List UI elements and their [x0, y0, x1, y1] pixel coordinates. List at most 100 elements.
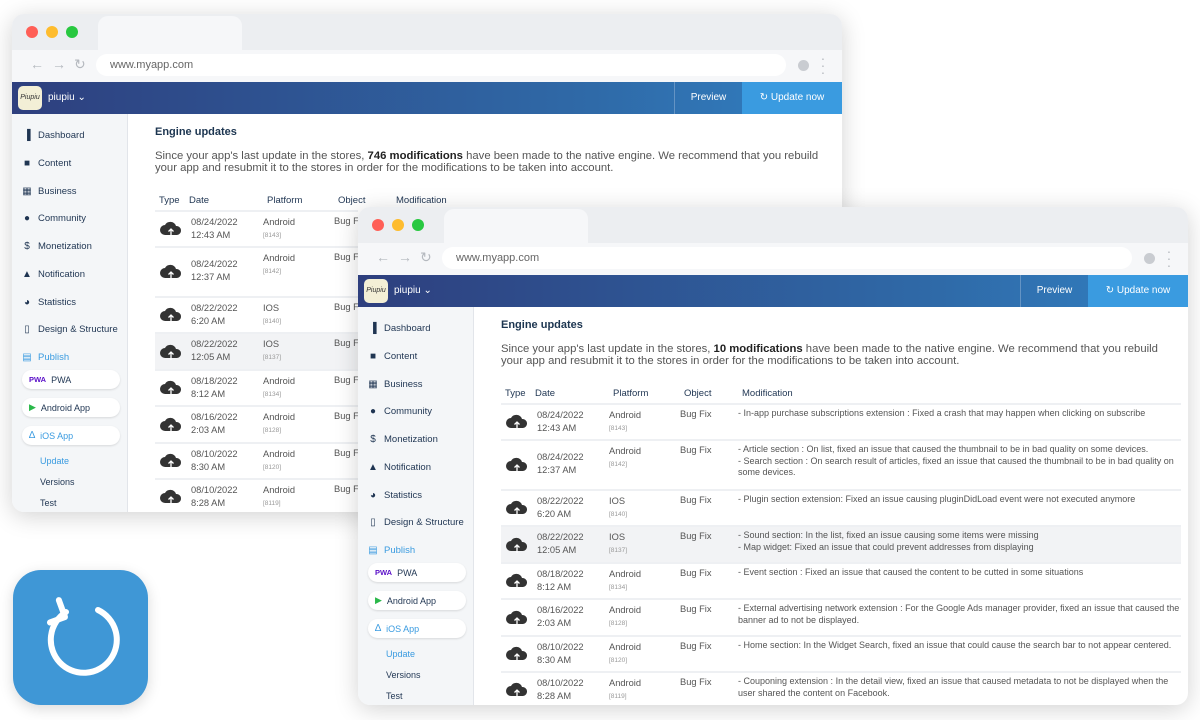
time: 12:05 AM	[537, 545, 577, 555]
update-now-button[interactable]: ↻ Update now	[742, 82, 842, 114]
date: 08/10/2022	[537, 678, 584, 688]
sidebar-item-design-structure[interactable]: ▯ Design & Structure	[368, 517, 464, 528]
close-window-button[interactable]	[372, 219, 384, 231]
time: 12:43 AM	[191, 230, 231, 240]
row-platform: Android [8120]	[609, 641, 641, 667]
url-field[interactable]: www.myapp.com	[442, 247, 1132, 269]
date: 08/10/2022	[537, 642, 584, 652]
document-icon: ■	[369, 351, 377, 362]
sidebar-item-statistics[interactable]: ◕ Statistics	[368, 490, 422, 501]
row-date: 08/10/2022 8:30 AM	[537, 641, 584, 667]
column-header-platform: Platform	[613, 388, 649, 399]
row-date: 08/10/2022 8:28 AM	[537, 677, 584, 703]
app-name: piupiu	[48, 92, 75, 103]
sidebar-item-content[interactable]: ■ Content	[368, 351, 417, 362]
preview-button[interactable]: Preview	[1020, 275, 1088, 307]
profile-icon[interactable]	[798, 60, 809, 71]
row-modification: - Couponing extension : In the detail vi…	[738, 673, 1184, 702]
row-date: 08/18/2022 8:12 AM	[537, 568, 584, 594]
build-number: [8137]	[263, 354, 282, 361]
app-switcher[interactable]: piupiu ⌄	[394, 285, 432, 296]
back-button[interactable]: ←	[30, 56, 44, 72]
sidebar-item-monetization[interactable]: $ Monetization	[368, 434, 438, 445]
publish-ios-app[interactable]: ∆ iOS App	[368, 619, 466, 638]
phone-icon: ▯	[370, 517, 376, 528]
sidebar-item-monetization[interactable]: $ Monetization	[22, 241, 92, 252]
sidebar-item-content[interactable]: ■ Content	[22, 158, 71, 169]
publish-android-app[interactable]: ▶ Android App	[368, 591, 466, 610]
forward-button[interactable]: →	[52, 56, 66, 72]
sidebar-item-publish[interactable]: ▤ Publish	[368, 545, 415, 556]
reload-button[interactable]: ↻	[420, 249, 432, 265]
publish-pwa[interactable]: PWA PWA	[22, 370, 120, 389]
cloud-upload-icon	[159, 306, 183, 323]
reload-button[interactable]: ↻	[74, 56, 86, 72]
sidebar-item-business[interactable]: ▦ Business	[22, 186, 76, 197]
sidebar-sub-test[interactable]: Test	[40, 498, 57, 508]
sidebar-item-dashboard[interactable]: ▐ Dashboard	[368, 323, 430, 334]
profile-icon[interactable]	[1144, 253, 1155, 264]
row-platform: Android [8128]	[609, 604, 641, 630]
row-platform: IOS [8140]	[609, 495, 627, 521]
sidebar-item-notification[interactable]: ▲ Notification	[368, 462, 431, 473]
build-number: [8128]	[263, 427, 282, 434]
sidebar-item-statistics[interactable]: ◕ Statistics	[22, 297, 76, 308]
kebab-menu-icon[interactable]: · · ·	[1166, 243, 1172, 273]
date: 08/22/2022	[537, 532, 584, 542]
minimize-window-button[interactable]	[392, 219, 404, 231]
publish-android-app[interactable]: ▶ Android App	[22, 398, 120, 417]
modification-count: 746 modifications	[367, 150, 463, 162]
url-field[interactable]: www.myapp.com	[96, 54, 786, 76]
modification-line: - Event section : Fixed an issue that ca…	[738, 567, 1084, 577]
row-platform: Android [8134]	[609, 568, 641, 594]
publish-pwa[interactable]: PWA PWA	[368, 563, 466, 582]
table-row: 08/16/2022 2:03 AM Android [8128] Bug Fix	[155, 405, 358, 442]
sidebar-item-label: Community	[384, 406, 433, 417]
sidebar-item-community[interactable]: ● Community	[368, 406, 432, 417]
app-store-icon: ∆	[29, 430, 36, 441]
publish-target-label: iOS App	[40, 430, 74, 441]
app-switcher[interactable]: piupiu ⌄	[48, 92, 86, 103]
build-number: [8140]	[263, 318, 282, 325]
column-header-date: Date	[535, 388, 556, 399]
sidebar-item-publish[interactable]: ▤ Publish	[22, 352, 69, 363]
sidebar-item-notification[interactable]: ▲ Notification	[22, 269, 85, 280]
sidebar-sub-update[interactable]: Update	[40, 456, 70, 466]
sidebar-item-label: Content	[38, 158, 72, 169]
time: 6:20 AM	[191, 316, 226, 326]
preview-button[interactable]: Preview	[674, 82, 742, 114]
sidebar-sub-versions[interactable]: Versions	[40, 477, 75, 487]
time: 12:05 AM	[191, 352, 231, 362]
sidebar-sub-test[interactable]: Test	[386, 691, 403, 701]
publish-ios-app[interactable]: ∆ iOS App	[22, 426, 120, 445]
browser-tab[interactable]	[98, 16, 242, 50]
column-header-modification: Modification	[396, 195, 447, 206]
row-date: 08/22/2022 6:20 AM	[537, 495, 584, 521]
sidebar-item-label: Design & Structure	[384, 517, 464, 528]
maximize-window-button[interactable]	[412, 219, 424, 231]
close-window-button[interactable]	[26, 26, 38, 38]
dollar-icon: $	[370, 434, 376, 445]
sidebar-item-dashboard[interactable]: ▐ Dashboard	[22, 130, 84, 141]
kebab-menu-icon[interactable]: · · ·	[820, 50, 826, 80]
platform: IOS	[609, 496, 626, 506]
row-object: Bug Fix	[680, 641, 712, 651]
cloud-upload-icon	[159, 343, 183, 360]
sidebar-item-community[interactable]: ● Community	[22, 213, 86, 224]
sidebar-item-business[interactable]: ▦ Business	[368, 379, 422, 390]
sidebar-sub-versions[interactable]: Versions	[386, 670, 421, 680]
row-object: Bug Fix	[334, 448, 358, 458]
refresh-icon	[46, 597, 120, 676]
app-body: ▐ Dashboard ■ Content ▦ Business ● Community $ Mo…	[358, 307, 1188, 705]
sidebar-sub-update[interactable]: Update	[386, 649, 416, 659]
update-now-button[interactable]: ↻ Update now	[1088, 275, 1188, 307]
maximize-window-button[interactable]	[66, 26, 78, 38]
back-button[interactable]: ←	[376, 249, 390, 265]
row-object: Bug Fix	[680, 495, 712, 505]
page-title: Engine updates	[155, 126, 237, 138]
browser-tab[interactable]	[444, 209, 588, 243]
forward-button[interactable]: →	[398, 249, 412, 265]
minimize-window-button[interactable]	[46, 26, 58, 38]
sidebar-item-design-structure[interactable]: ▯ Design & Structure	[22, 324, 118, 335]
table-row: 08/24/2022 12:37 AM Android [8142] Bug Fix - …	[501, 439, 1181, 489]
